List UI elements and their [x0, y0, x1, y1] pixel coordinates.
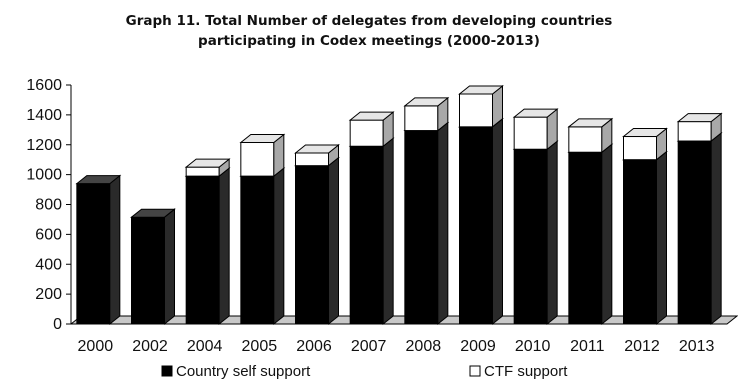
y-tick-label: 1400	[26, 107, 62, 124]
y-tick-label: 600	[35, 226, 62, 243]
bar-ctf-support-2011	[567, 117, 614, 154]
x-tick-label-2012: 2012	[624, 338, 660, 355]
bar-ctf-support-2010	[512, 108, 559, 151]
bars	[75, 84, 723, 326]
y-tick-label: 1000	[26, 167, 62, 184]
bar-country-self-support-2004	[184, 167, 231, 326]
legend: Country self support CTF support	[161, 363, 568, 380]
bar-country-self-support-2007	[348, 137, 395, 326]
y-tick-label: 400	[35, 256, 62, 273]
bar-country-self-support-2005	[239, 167, 286, 326]
x-tick-label-2008: 2008	[406, 338, 442, 355]
bar-ctf-support-2006	[294, 143, 340, 167]
x-tick-label-2000: 2000	[78, 338, 114, 355]
x-tick-label-2010: 2010	[515, 338, 551, 355]
y-tick-label: 1200	[26, 137, 62, 154]
legend-label-country-self-support: Country self support	[176, 363, 311, 380]
x-tick-label-2005: 2005	[242, 338, 278, 355]
bar-country-self-support-2006	[294, 156, 340, 326]
bar-ctf-support-2005	[239, 133, 286, 178]
bar-country-self-support-2002	[130, 208, 176, 326]
x-tick-label-2006: 2006	[296, 338, 332, 355]
bar-country-self-support-2011	[567, 143, 614, 326]
bar-ctf-support-2009	[458, 84, 504, 128]
bar-ctf-support-2013	[676, 112, 723, 143]
legend-label-ctf-support: CTF support	[484, 363, 568, 380]
y-tick-label: 0	[53, 316, 62, 333]
y-tick-label: 800	[35, 197, 62, 214]
bar-country-self-support-2010	[512, 140, 559, 326]
y-axis: 0 200 400 600 800 1000 1200 1400 1600	[26, 77, 72, 333]
chart-title-line-1: Graph 11. Total Number of delegates from…	[126, 13, 613, 29]
bar-ctf-support-2007	[348, 111, 395, 148]
bar-country-self-support-2008	[403, 121, 450, 326]
bar-country-self-support-2009	[458, 117, 504, 326]
bar-country-self-support-2000	[75, 174, 122, 326]
legend-swatch-ctf-support	[469, 365, 481, 377]
bar-ctf-support-2004	[184, 158, 231, 178]
chart-title-line-2: participating in Codex meetings (2000-20…	[198, 33, 540, 49]
legend-swatch-country-self-support	[161, 365, 173, 377]
x-axis-labels: 2000 2002 2004 2005 2006 2007 2008 2009 2010 2011…	[78, 338, 715, 355]
bar-ctf-support-2008	[403, 96, 450, 132]
x-tick-label-2004: 2004	[187, 338, 223, 355]
x-tick-label-2002: 2002	[132, 338, 168, 355]
x-tick-label-2007: 2007	[351, 338, 387, 355]
y-tick-label: 200	[35, 286, 62, 303]
y-tick-label: 1600	[26, 77, 62, 94]
x-tick-label-2013: 2013	[679, 338, 715, 355]
x-tick-label-2011: 2011	[570, 338, 605, 355]
bar-country-self-support-2012	[622, 150, 668, 326]
bar-ctf-support-2012	[622, 127, 668, 161]
bar-country-self-support-2013	[676, 131, 723, 326]
x-tick-label-2009: 2009	[460, 338, 496, 355]
